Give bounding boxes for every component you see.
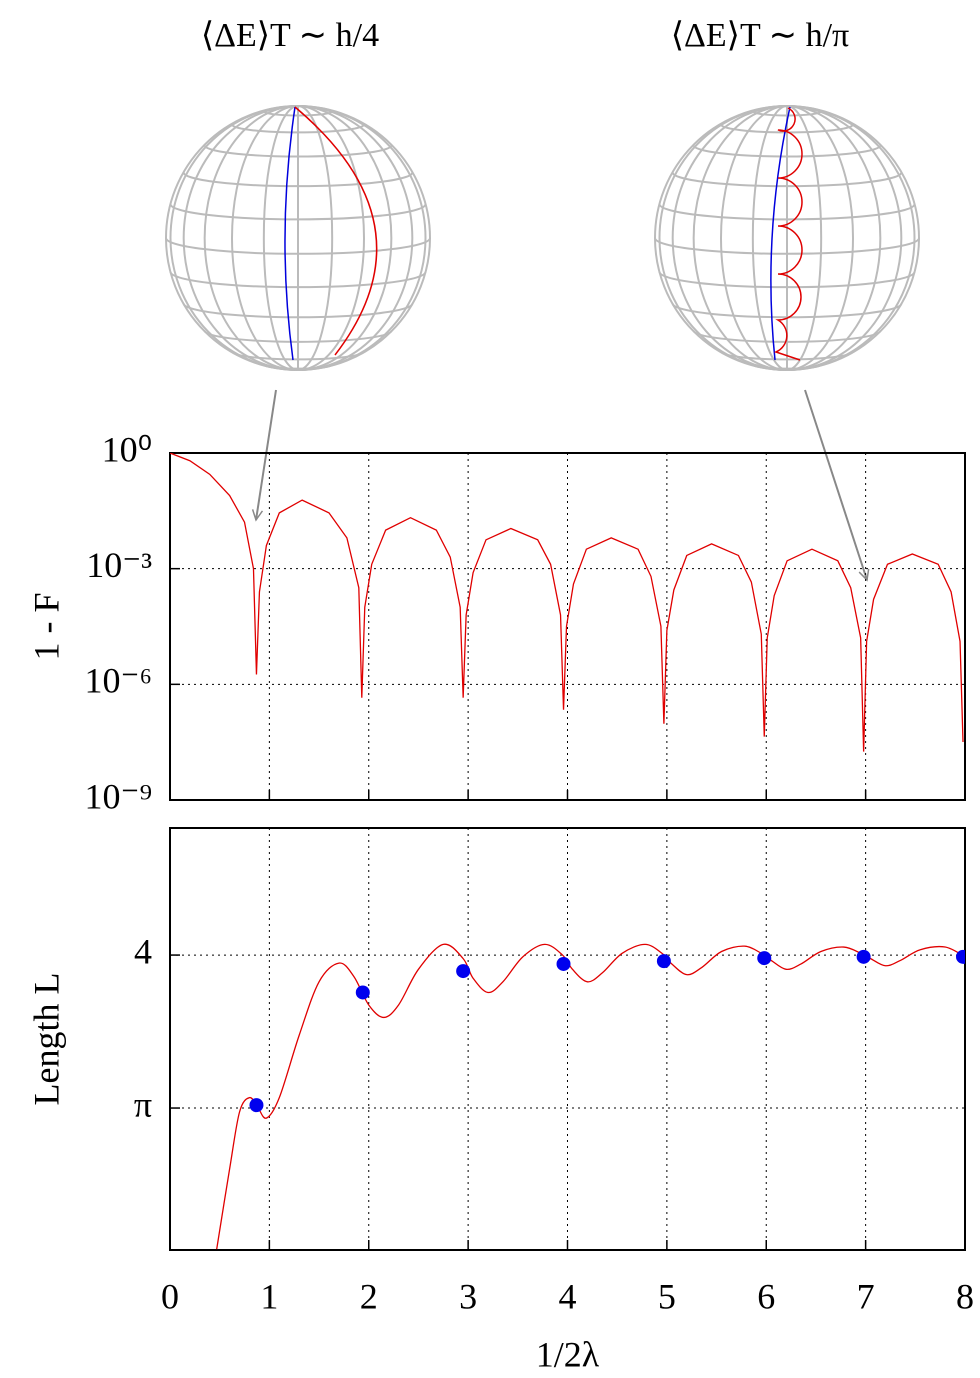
meridian	[203, 105, 299, 371]
sphere-path	[773, 107, 803, 361]
sphere-title: ⟨ΔE⟩T ∼ h/π	[671, 17, 849, 54]
data-point	[656, 954, 671, 969]
plot-frame	[169, 827, 966, 1251]
meridian	[169, 105, 299, 371]
y-tick-label: 10⁻⁶	[84, 661, 152, 701]
meridian	[720, 105, 788, 371]
sphere-path	[284, 106, 296, 361]
latitude	[203, 145, 393, 158]
latitude	[262, 110, 334, 117]
meridian	[786, 105, 823, 371]
y-axis-label: 1 - F	[26, 592, 66, 660]
arrow	[804, 389, 870, 582]
meridian	[297, 105, 427, 371]
latitude	[231, 124, 365, 134]
y-tick-label: π	[134, 1084, 152, 1124]
latitude	[671, 303, 903, 319]
meridian	[751, 105, 788, 371]
x-tick-label: 8	[956, 1276, 974, 1316]
sphere-path	[770, 106, 791, 361]
x-tick-label: 0	[161, 1276, 179, 1316]
meridian	[692, 105, 788, 371]
data-line	[216, 943, 965, 1250]
meridian	[786, 105, 854, 371]
meridian	[297, 105, 414, 371]
plot-frame	[169, 452, 966, 801]
latitude	[671, 172, 903, 188]
y-tick-label: 10⁰	[102, 429, 152, 469]
latitude	[692, 145, 882, 158]
meridian	[297, 105, 334, 371]
latitude	[169, 203, 427, 221]
latitude	[720, 351, 854, 361]
latitude	[262, 364, 334, 370]
sphere-path	[294, 106, 378, 356]
meridian	[786, 105, 882, 371]
x-tick-label: 7	[857, 1276, 875, 1316]
data-point	[249, 1098, 264, 1113]
meridian	[671, 105, 788, 371]
y-axis-label: Length L	[26, 973, 66, 1106]
data-point	[456, 964, 471, 979]
data-point	[556, 956, 571, 971]
latitude	[182, 172, 414, 188]
arrow	[251, 389, 277, 522]
latitude	[654, 237, 920, 255]
x-tick-label: 5	[658, 1276, 676, 1316]
sphere-title: ⟨ΔE⟩T ∼ h/4	[201, 17, 379, 54]
data-point	[355, 985, 370, 1000]
bloch-sphere	[165, 105, 431, 371]
data-line	[170, 453, 964, 752]
meridian	[297, 105, 393, 371]
plot-area	[170, 453, 964, 752]
latitude	[751, 364, 823, 370]
meridian	[658, 105, 788, 371]
y-tick-label: 10⁻⁹	[84, 776, 152, 816]
x-axis-label: 1/2λ	[536, 1334, 600, 1374]
x-tick-label: 6	[757, 1276, 775, 1316]
x-tick-label: 2	[360, 1276, 378, 1316]
latitude	[169, 271, 427, 289]
latitude	[231, 351, 365, 361]
latitude	[165, 237, 431, 255]
latitude	[658, 271, 916, 289]
latitude	[658, 203, 916, 221]
meridian	[786, 105, 903, 371]
plot-area	[216, 943, 965, 1250]
meridian	[231, 105, 299, 371]
x-tick-label: 1	[260, 1276, 278, 1316]
data-point	[956, 949, 965, 964]
latitude	[692, 330, 882, 343]
y-tick-label: 10⁻³	[86, 545, 152, 585]
meridian	[262, 105, 299, 371]
meridian	[182, 105, 299, 371]
x-tick-label: 3	[459, 1276, 477, 1316]
data-point	[856, 949, 871, 964]
meridian	[297, 105, 365, 371]
x-tick-label: 4	[559, 1276, 577, 1316]
latitude	[751, 110, 823, 117]
data-point	[757, 951, 772, 966]
latitude	[182, 303, 414, 319]
y-tick-label: 4	[134, 931, 152, 971]
meridian	[786, 105, 916, 371]
latitude	[203, 330, 393, 343]
